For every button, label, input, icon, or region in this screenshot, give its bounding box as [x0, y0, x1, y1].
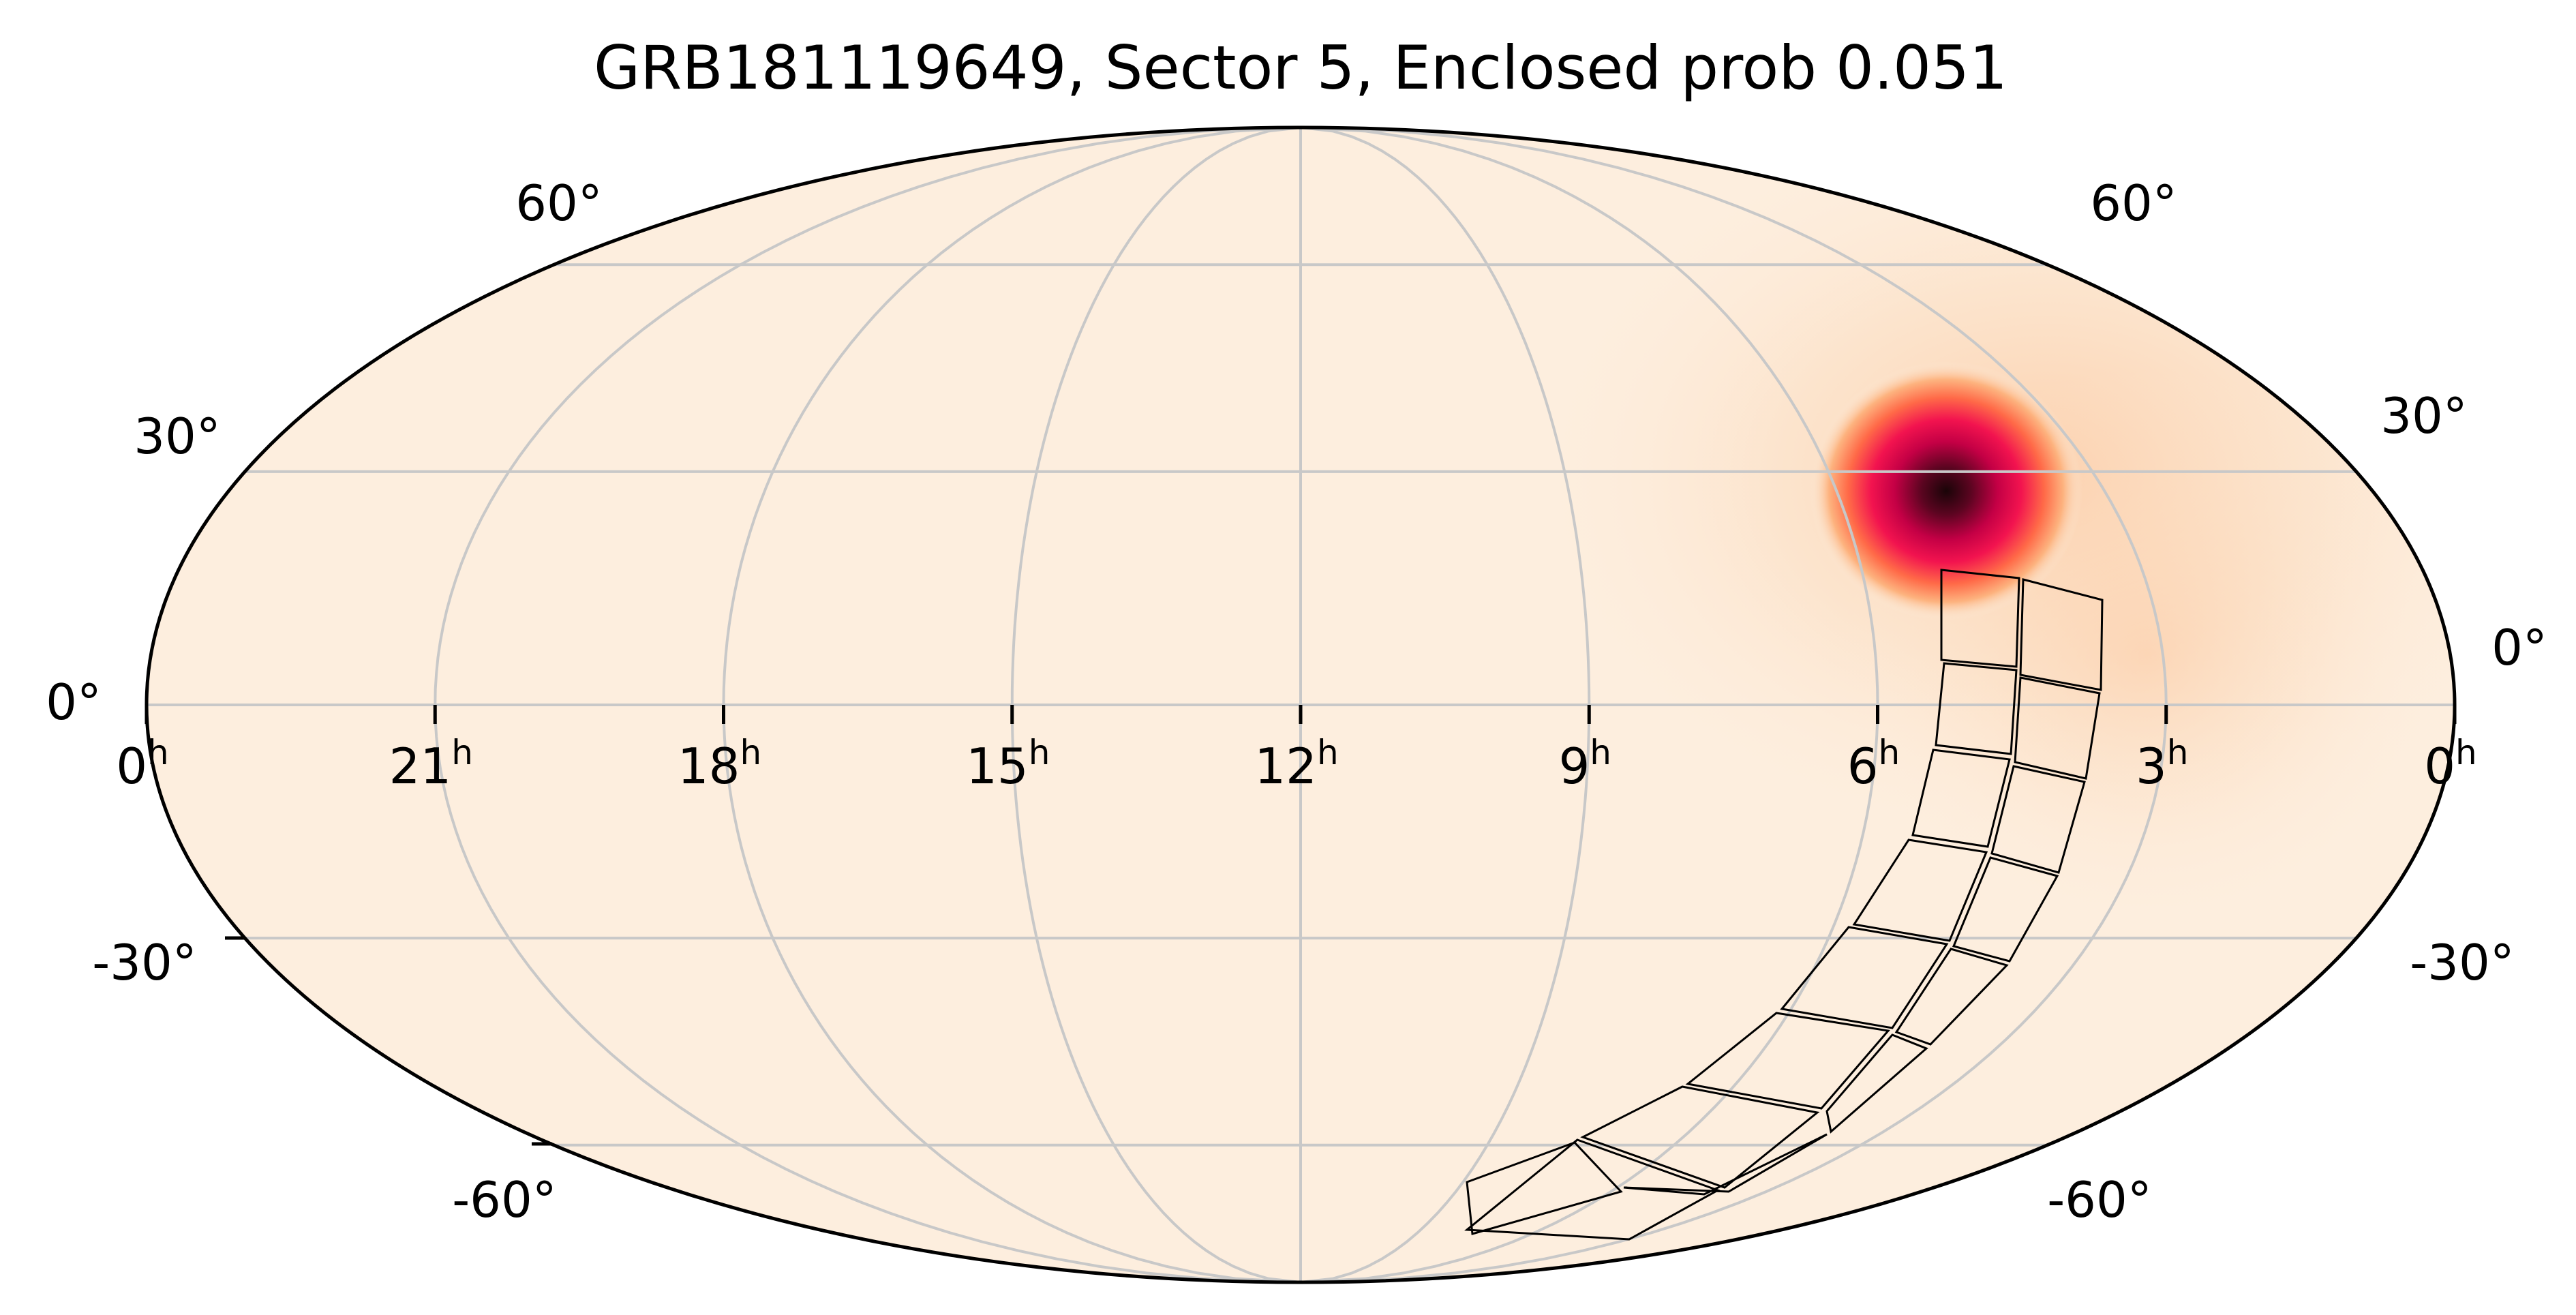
ra-tick-unit: h [1879, 733, 1900, 772]
dec-tick-label-left: 0° [46, 674, 102, 731]
ccd-footprint [1685, 1012, 1890, 1110]
ra-tick-unit: h [451, 733, 473, 772]
ccd-footprint [1935, 662, 2018, 755]
dec-tick-label-right: 0° [2491, 619, 2547, 676]
ra-tick-unit: h [1590, 733, 1611, 772]
dec-tick-label-right: -30° [2410, 934, 2515, 991]
ra-tick-unit: h [740, 733, 761, 772]
ra-tick-labels: 0h 21h 18h 15h 12h 9h 6h 3h 0h [116, 733, 2477, 795]
ra-tick-unit: h [1317, 733, 1339, 772]
ra-tick-unit: h [147, 733, 169, 772]
ccd-footprint [1952, 856, 2059, 963]
ccd-footprint [2019, 578, 2104, 691]
ccd-footprint [1780, 926, 1949, 1029]
dec-tick-label-right: -60° [2047, 1171, 2152, 1228]
tess-footprint [1464, 569, 2104, 1241]
ccd-footprint [1623, 1133, 1828, 1196]
chart-title: GRB181119649, Sector 5, Enclosed prob 0.… [594, 33, 2007, 103]
ccd-footprint [2014, 676, 2101, 780]
ra-tick-label: 0h [2424, 733, 2477, 795]
ccd-footprint [1911, 749, 2011, 848]
dec-tick-label-left: 30° [134, 408, 221, 465]
ra-ticks [145, 705, 2457, 724]
ccd-footprint [1580, 1085, 1820, 1189]
ccd-footprint [1852, 838, 1988, 942]
ra-tick-unit: h [2455, 733, 2477, 772]
dec-tick-labels: 60° 30° 0° -30° -60° 60° 30° 0° -30° -60° [46, 175, 2547, 1228]
ccd-footprint [1466, 1141, 1623, 1235]
ccd-footprint [1464, 1138, 1721, 1241]
ccd-footprint [1825, 1033, 1928, 1134]
ra-tick-unit: h [2167, 733, 2189, 772]
dec-ticks [225, 936, 552, 1146]
ra-tick-label: 15h [966, 733, 1050, 795]
dec-tick-label-left: 60° [515, 175, 603, 232]
dec-tick-label-left: -60° [452, 1171, 557, 1228]
ra-tick-unit: h [1029, 733, 1050, 772]
dec-tick-label-right: 30° [2380, 387, 2468, 444]
dec-tick-label-right: 60° [2090, 175, 2177, 232]
dec-tick-label-left: -30° [92, 934, 197, 991]
ccd-footprint [1894, 948, 2009, 1046]
probability-core [1810, 361, 2082, 620]
ccd-footprint [1990, 765, 2086, 874]
ccd-footprint [1940, 569, 2020, 668]
